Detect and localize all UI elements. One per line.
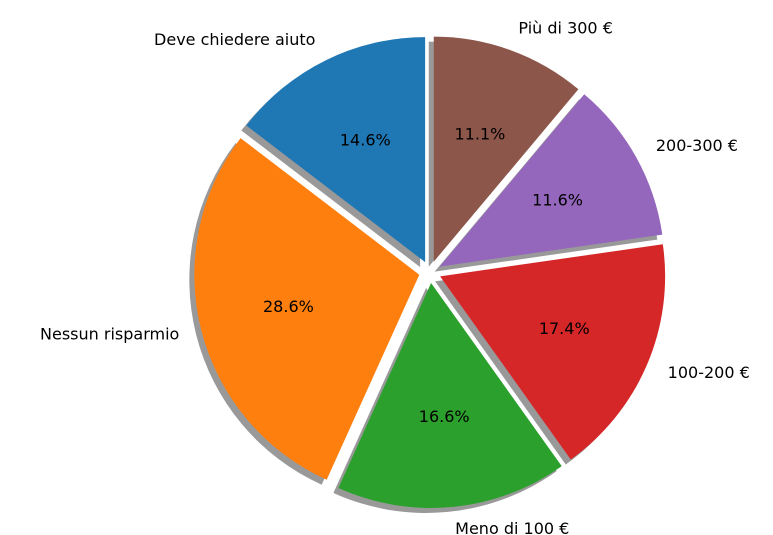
slice-label: Deve chiedere aiuto bbox=[154, 30, 315, 49]
percent-label: 16.6% bbox=[419, 407, 470, 426]
percent-label: 28.6% bbox=[263, 297, 314, 316]
slice-label: Nessun risparmio bbox=[40, 325, 179, 344]
slice bbox=[433, 36, 579, 262]
slice-label: Meno di 100 € bbox=[455, 519, 569, 535]
percent-label: 11.1% bbox=[455, 124, 506, 143]
slice-label: 100-200 € bbox=[668, 363, 750, 382]
slice bbox=[246, 37, 426, 263]
slice bbox=[439, 94, 663, 267]
percent-label: 17.4% bbox=[539, 319, 590, 338]
percent-label: 14.6% bbox=[340, 131, 391, 150]
slice-label: Più di 300 € bbox=[518, 19, 612, 38]
slice bbox=[194, 138, 420, 480]
percent-label: 11.6% bbox=[532, 190, 583, 209]
slice bbox=[338, 282, 562, 508]
slice bbox=[440, 244, 666, 460]
slice-label: 200-300 € bbox=[656, 136, 738, 155]
